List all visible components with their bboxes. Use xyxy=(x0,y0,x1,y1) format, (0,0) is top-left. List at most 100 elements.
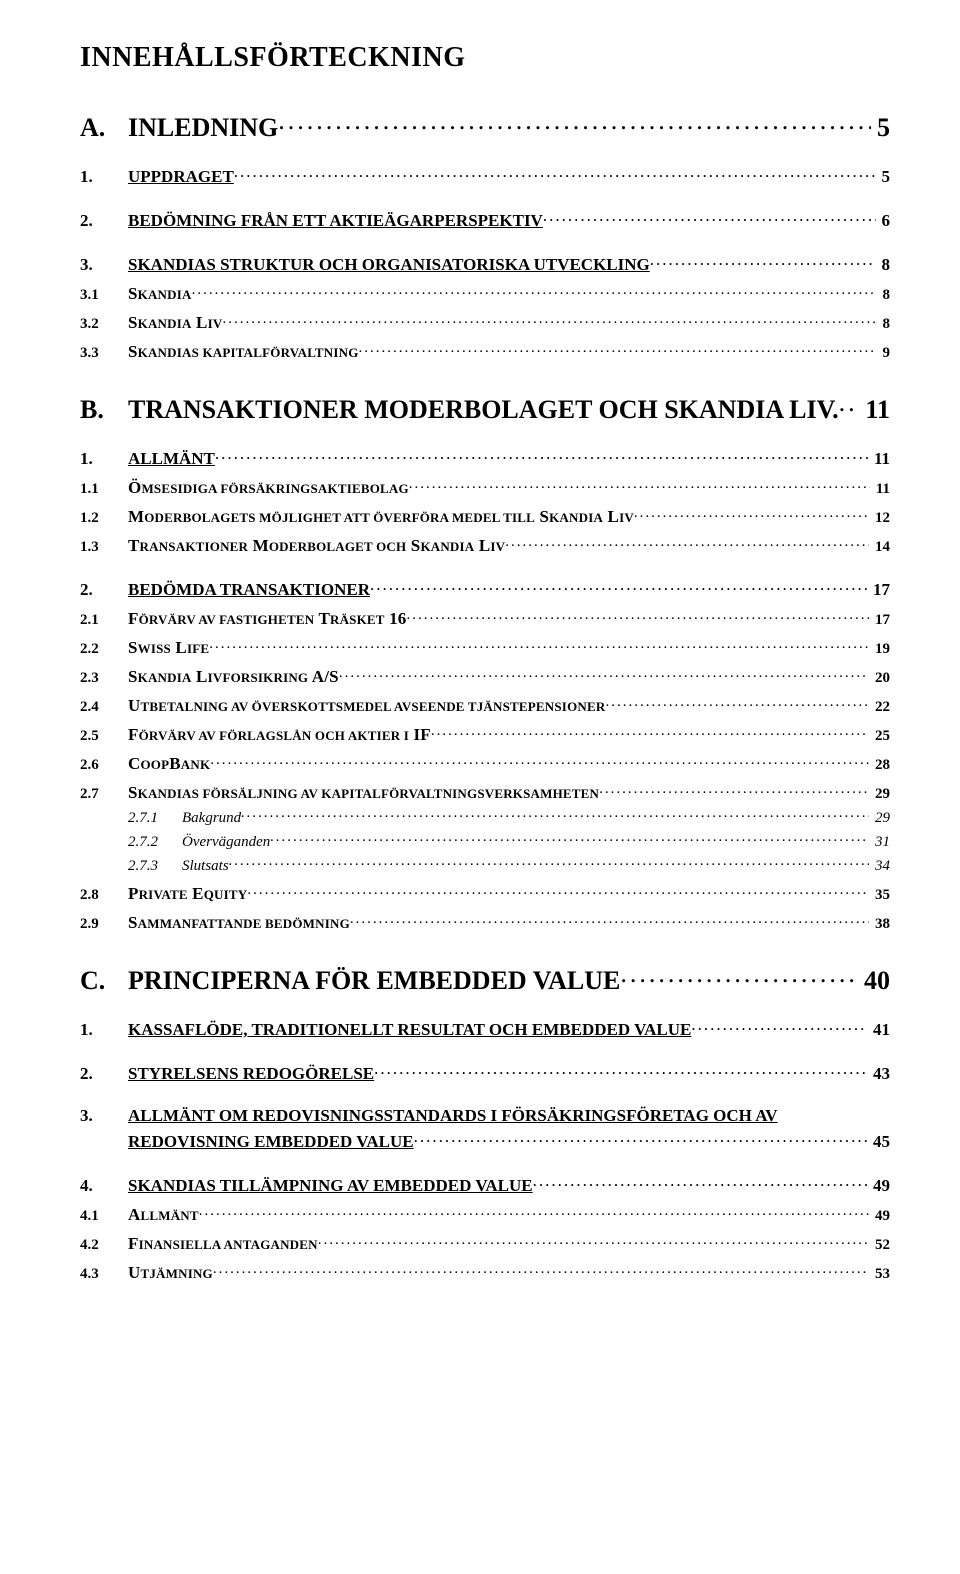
toc-entry: 4.3UTJÄMNING53 xyxy=(80,1263,890,1283)
toc-label: SKANDIAS TILLÄMPNING AV EMBEDDED VALUE xyxy=(128,1176,533,1196)
toc-number: 2.4 xyxy=(80,699,128,716)
toc-page: 35 xyxy=(869,887,890,904)
toc-label: REDOVISNING EMBEDDED VALUE xyxy=(128,1132,414,1152)
toc-page: 5 xyxy=(876,167,891,187)
toc-page: 17 xyxy=(869,612,890,629)
toc-number: 3.2 xyxy=(80,316,128,333)
toc-number: 2.6 xyxy=(80,757,128,774)
toc-page: 49 xyxy=(867,1176,890,1196)
toc-label: STYRELSENS REDOGÖRELSE xyxy=(128,1064,374,1084)
toc-entry: 3.1SKANDIA8 xyxy=(80,284,890,304)
toc-entry: 2.BEDÖMNING FRÅN ETT AKTIEÄGARPERSPEKTIV… xyxy=(80,209,890,231)
toc-leader xyxy=(605,696,869,711)
toc-leader xyxy=(241,807,869,822)
toc-page: 17 xyxy=(867,580,890,600)
toc-page: 31 xyxy=(869,834,890,851)
toc-number: B. xyxy=(80,395,128,425)
toc-page: 34 xyxy=(869,858,890,875)
toc-label: COOPBANK xyxy=(128,754,210,774)
toc-leader xyxy=(599,783,869,798)
toc-entry: 3.3SKANDIAS KAPITALFÖRVALTNING9 xyxy=(80,342,890,362)
toc-leader xyxy=(213,1263,869,1278)
toc-number: 3.3 xyxy=(80,345,128,362)
toc-page: 11 xyxy=(868,449,890,469)
toc-label: Slutsats xyxy=(182,858,229,875)
toc-page: 8 xyxy=(877,287,891,304)
toc-number: 2.9 xyxy=(80,916,128,933)
toc-number: 3. xyxy=(80,1106,128,1126)
toc-entry: 1.UPPDRAGET5 xyxy=(80,165,890,187)
toc-number: 4.3 xyxy=(80,1266,128,1283)
toc-page: 5 xyxy=(871,113,890,143)
toc-page: 9 xyxy=(877,345,891,362)
toc-number: A. xyxy=(80,113,128,143)
toc-leader xyxy=(270,831,869,846)
toc-label: Bakgrund xyxy=(182,810,241,827)
toc-number: 2. xyxy=(80,211,128,231)
toc-leader xyxy=(350,913,869,928)
toc-label: SKANDIA xyxy=(128,284,192,304)
toc-leader xyxy=(374,1062,867,1079)
toc-label: FINANSIELLA ANTAGANDEN xyxy=(128,1234,318,1254)
toc-entry: B.TRANSAKTIONER MODERBOLAGET OCH SKANDIA… xyxy=(80,392,890,425)
toc-page: 14 xyxy=(869,539,890,556)
toc-label: ALLMÄNT xyxy=(128,449,215,469)
toc-entry: A.INLEDNING5 xyxy=(80,110,890,143)
toc-page: 22 xyxy=(869,699,890,716)
toc-number: 1.1 xyxy=(80,481,128,498)
toc-label: PRIVATE EQUITY xyxy=(128,884,247,904)
toc-entry: 3.ALLMÄNT OM REDOVISNINGSSTANDARDS I FÖR… xyxy=(80,1106,890,1126)
toc-label: SKANDIAS STRUKTUR OCH ORGANISATORISKA UT… xyxy=(128,255,650,275)
toc-entry: 2.1FÖRVÄRV AV FASTIGHETEN TRÄSKET 1617 xyxy=(80,609,890,629)
toc-page: 40 xyxy=(858,966,890,996)
toc-page: 49 xyxy=(869,1208,890,1225)
toc-leader xyxy=(620,963,858,989)
toc-leader xyxy=(431,725,869,740)
toc-label: TRANSAKTIONER MODERBOLAGET OCH SKANDIA L… xyxy=(128,395,839,425)
toc-page: 29 xyxy=(869,786,890,803)
toc-entry-cont: REDOVISNING EMBEDDED VALUE45 xyxy=(80,1130,890,1152)
toc-entry: 1.1ÖMSESIDIGA FÖRSÄKRINGSAKTIEBOLAG 11 xyxy=(80,478,890,498)
toc-label: Överväganden xyxy=(182,834,270,851)
toc-number: 2.7.3 xyxy=(128,858,182,875)
toc-entry: 2.5FÖRVÄRV AV FÖRLAGSLÅN OCH AKTIER I IF… xyxy=(80,725,890,745)
toc-label: ALLMÄNT OM REDOVISNINGSSTANDARDS I FÖRSÄ… xyxy=(128,1106,778,1126)
toc-leader xyxy=(839,392,860,418)
toc-number: 2.1 xyxy=(80,612,128,629)
toc-number xyxy=(80,1132,128,1152)
toc-entry: 2.7.2Överväganden31 xyxy=(128,831,890,851)
toc-leader xyxy=(222,313,876,328)
toc-entry: 3.SKANDIAS STRUKTUR OCH ORGANISATORISKA … xyxy=(80,253,890,275)
toc-leader xyxy=(339,667,869,682)
toc-label: BEDÖMDA TRANSAKTIONER xyxy=(128,580,370,600)
toc-label: BEDÖMNING FRÅN ETT AKTIEÄGARPERSPEKTIV xyxy=(128,211,543,231)
toc-page: 11 xyxy=(870,481,890,498)
toc-number: 2.8 xyxy=(80,887,128,904)
toc-page: 25 xyxy=(869,728,890,745)
toc-leader xyxy=(533,1174,867,1191)
toc-page: 52 xyxy=(869,1237,890,1254)
toc-label: SKANDIA LIVFORSIKRING A/S xyxy=(128,667,339,687)
toc-entry: 2.9SAMMANFATTANDE BEDÖMNING38 xyxy=(80,913,890,933)
toc-number: 1.2 xyxy=(80,510,128,527)
toc-entry: C.PRINCIPERNA FÖR EMBEDDED VALUE40 xyxy=(80,963,890,996)
toc-entry: 4.1ALLMÄNT49 xyxy=(80,1205,890,1225)
toc-leader xyxy=(414,1130,867,1147)
toc-label: TRANSAKTIONER MODERBOLAGET OCH SKANDIA L… xyxy=(128,536,505,556)
toc-leader xyxy=(234,165,876,182)
toc-number: 1.3 xyxy=(80,539,128,556)
toc-number: 1. xyxy=(80,449,128,469)
toc-leader xyxy=(192,284,877,299)
toc-entry: 2.6COOPBANK28 xyxy=(80,754,890,774)
toc-label: UTJÄMNING xyxy=(128,1263,213,1283)
toc-label: ÖMSESIDIGA FÖRSÄKRINGSAKTIEBOLAG xyxy=(128,478,409,498)
toc-number: 4. xyxy=(80,1176,128,1196)
toc-leader xyxy=(229,855,869,870)
toc-leader xyxy=(199,1205,869,1220)
toc-entry: 3.2SKANDIA LIV8 xyxy=(80,313,890,333)
toc-number: 2.3 xyxy=(80,670,128,687)
toc-leader xyxy=(247,884,869,899)
toc-page: 12 xyxy=(869,510,890,527)
toc-leader xyxy=(505,536,869,551)
toc-label: FÖRVÄRV AV FÖRLAGSLÅN OCH AKTIER I IF xyxy=(128,725,431,745)
